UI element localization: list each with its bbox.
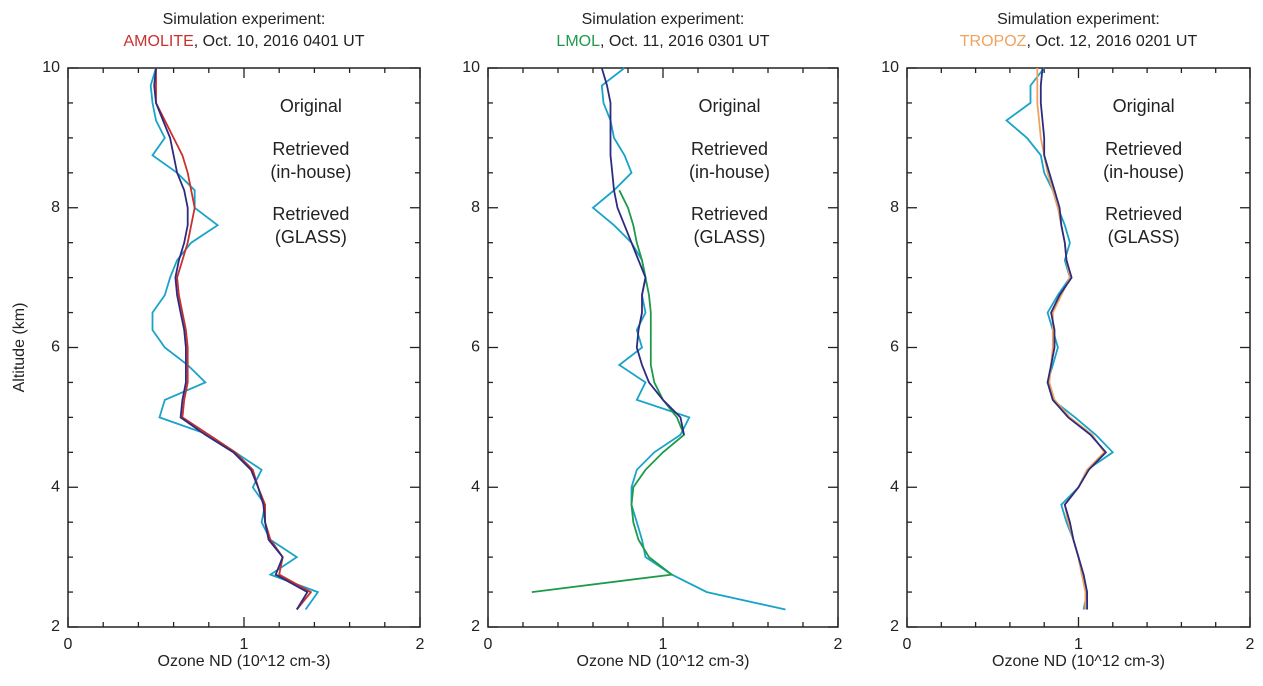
y-tick-label: 2 (471, 618, 480, 635)
x-tick-label: 0 (484, 636, 493, 653)
x-tick-label: 0 (64, 636, 73, 653)
subtitle-text: , Oct. 12, 2016 0201 UT (1026, 33, 1197, 50)
legend-entry: Original (1113, 96, 1175, 116)
y-tick-label: 10 (881, 59, 899, 76)
y-tick-label: 8 (51, 199, 60, 216)
chart-title: Simulation experiment: (997, 11, 1160, 28)
y-tick-label: 4 (51, 478, 60, 495)
x-tick-label: 1 (240, 636, 249, 653)
subtitle-text: , Oct. 10, 2016 0401 UT (194, 33, 365, 50)
panel: Simulation experiment: TROPOZ, Oct. 12, 2… (881, 11, 1254, 670)
plot-frame (67, 67, 421, 628)
legend-entry: Retrieved (in-house) (689, 139, 770, 182)
x-tick-label: 1 (659, 636, 668, 653)
legend-line: (GLASS) (693, 227, 765, 247)
plot-frame (487, 67, 839, 628)
y-tick-label: 2 (51, 618, 60, 635)
y-tick-label: 6 (471, 339, 480, 356)
profile-line (1005, 67, 1115, 610)
legend-line: Retrieved (272, 139, 349, 159)
legend-entry: Retrieved (GLASS) (1105, 204, 1182, 247)
chart-title: Simulation experiment: (582, 11, 745, 28)
y-tick-label: 6 (890, 339, 899, 356)
y-axis-label: Altitude (km) (11, 303, 28, 393)
x-tick-label: 0 (903, 636, 912, 653)
legend-line: Retrieved (691, 204, 768, 224)
panel: Simulation experiment: AMOLITE, Oct. 10, … (11, 11, 424, 670)
x-tick-label: 2 (834, 636, 843, 653)
legend-entry: Original (280, 96, 342, 116)
model-name: TROPOZ (960, 33, 1027, 50)
legend-line: (in-house) (1103, 162, 1184, 182)
y-tick-label: 8 (471, 199, 480, 216)
legend-entry: Retrieved (GLASS) (272, 204, 349, 247)
chart-subtitle: AMOLITE, Oct. 10, 2016 0401 UT (124, 33, 365, 50)
x-tick-label: 2 (1246, 636, 1255, 653)
legend-line: (GLASS) (1108, 227, 1180, 247)
model-name: AMOLITE (124, 33, 194, 50)
x-axis-label: Ozone ND (10^12 cm-3) (577, 653, 750, 670)
legend-line: Retrieved (272, 204, 349, 224)
profile-line (591, 67, 786, 611)
y-tick-label: 8 (890, 199, 899, 216)
profile-line (1039, 67, 1108, 610)
legend-line: (in-house) (270, 162, 351, 182)
x-tick-label: 1 (1074, 636, 1083, 653)
chart-subtitle: TROPOZ, Oct. 12, 2016 0201 UT (960, 33, 1198, 50)
profile-line (600, 67, 685, 435)
legend-entry: Original (698, 96, 760, 116)
legend-line: (GLASS) (275, 227, 347, 247)
chart-subtitle: LMOL, Oct. 11, 2016 0301 UT (556, 33, 769, 50)
y-tick-label: 4 (471, 478, 480, 495)
model-name: LMOL (556, 33, 600, 50)
y-tick-label: 2 (890, 618, 899, 635)
chart-title: Simulation experiment: (163, 11, 326, 28)
legend-line: Retrieved (1105, 204, 1182, 224)
subtitle-text: , Oct. 11, 2016 0301 UT (600, 33, 770, 50)
x-axis-label: Ozone ND (10^12 cm-3) (992, 653, 1165, 670)
legend-entry: Retrieved (GLASS) (691, 204, 768, 247)
profile-line (149, 67, 320, 611)
plot-frame (906, 67, 1251, 628)
legend-line: (in-house) (689, 162, 770, 182)
legend-line: Retrieved (1105, 139, 1182, 159)
profile-line (153, 67, 309, 610)
y-tick-label: 10 (462, 59, 480, 76)
y-tick-label: 10 (42, 59, 60, 76)
legend-line: Retrieved (691, 139, 768, 159)
y-tick-label: 6 (51, 339, 60, 356)
legend-entry: Retrieved (in-house) (270, 139, 351, 182)
legend-entry: Retrieved (in-house) (1103, 139, 1184, 182)
x-axis-label: Ozone ND (10^12 cm-3) (158, 653, 331, 670)
x-tick-label: 2 (416, 636, 425, 653)
profile-line (531, 189, 686, 593)
panel: Simulation experiment: LMOL, Oct. 11, 201… (462, 11, 842, 670)
y-tick-label: 4 (890, 478, 899, 495)
